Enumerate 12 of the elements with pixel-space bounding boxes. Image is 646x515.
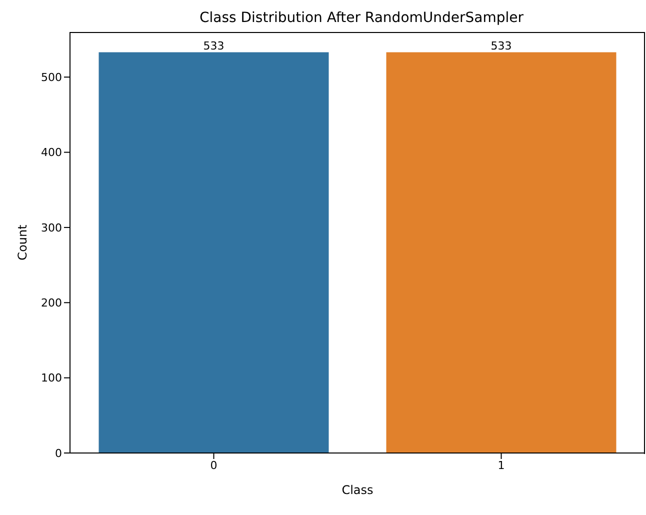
y-tick-label: 400 xyxy=(41,146,62,160)
data-label: 533 xyxy=(203,39,224,52)
y-tick-label: 0 xyxy=(55,446,62,460)
y-tick-label: 300 xyxy=(41,221,62,234)
y-axis-title: Count xyxy=(15,224,30,260)
y-tick-label: 500 xyxy=(41,71,62,84)
y-tick-label: 200 xyxy=(41,296,62,310)
x-tick-label: 1 xyxy=(498,458,505,472)
data-label: 533 xyxy=(490,39,512,52)
y-tick-label: 100 xyxy=(41,372,62,385)
x-axis-title: Class xyxy=(342,483,374,497)
chart-title: Class Distribution After RandomUnderSampler xyxy=(198,10,525,26)
